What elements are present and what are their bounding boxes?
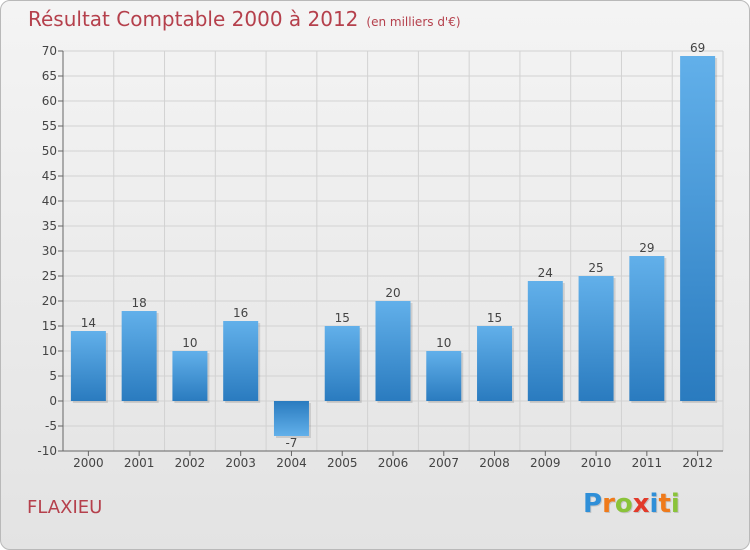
x-tick-label: 2002 [175, 456, 206, 470]
x-tick-label: 2008 [479, 456, 510, 470]
chart-title: Résultat Comptable 2000 à 2012 [28, 7, 359, 31]
proxiti-logo: Proxiti [583, 489, 680, 519]
bar [121, 311, 157, 401]
bars [70, 56, 718, 438]
logo-letter: x [632, 489, 650, 519]
value-label: -7 [285, 436, 297, 450]
bar [426, 351, 462, 401]
value-labels: 14 18 10 16 -7 15 20 10 15 24 25 29 69 [81, 41, 706, 450]
y-tick-label: 5 [49, 369, 57, 383]
value-label: 15 [335, 311, 350, 325]
x-tick-label: 2001 [124, 456, 155, 470]
value-label: 10 [436, 336, 451, 350]
y-tick-label: -5 [45, 419, 57, 433]
x-tick-label: 2003 [225, 456, 256, 470]
bar [680, 56, 716, 401]
y-tick-label: 25 [42, 269, 57, 283]
bar [629, 256, 665, 401]
y-tick-label: 0 [49, 394, 57, 408]
x-tick-label: 2006 [378, 456, 409, 470]
y-tick-label: 65 [42, 69, 57, 83]
y-tick-label: 50 [42, 144, 57, 158]
y-tick-label: -10 [37, 444, 57, 458]
value-label: 10 [182, 336, 197, 350]
x-tick-label: 2010 [581, 456, 612, 470]
value-label: 14 [81, 316, 96, 330]
axes: -10 -5 0 5 10 15 20 25 30 35 40 45 50 55 60 65 70 2000 200… [37, 44, 723, 470]
chart-subtitle: (en milliers d'€) [366, 15, 461, 29]
value-label: 18 [132, 296, 147, 310]
value-label: 16 [233, 306, 248, 320]
y-tick-label: 45 [42, 169, 57, 183]
bar [578, 276, 614, 401]
bar [375, 301, 411, 401]
x-tick-label: 2012 [682, 456, 713, 470]
bar [527, 281, 563, 401]
value-label: 25 [588, 261, 603, 275]
y-tick-label: 55 [42, 119, 57, 133]
bar [172, 351, 208, 401]
y-tick-label: 15 [42, 319, 57, 333]
x-tick-label: 2004 [276, 456, 307, 470]
y-tick-label: 70 [42, 44, 57, 58]
x-tick-label: 2009 [530, 456, 561, 470]
commune-name: FLAXIEU [27, 497, 103, 518]
y-tick-label: 35 [42, 219, 57, 233]
value-label: 15 [487, 311, 502, 325]
value-label: 24 [538, 266, 553, 280]
value-label: 29 [639, 241, 654, 255]
bar [273, 401, 309, 436]
logo-letter: t [658, 489, 671, 519]
y-tick-label: 10 [42, 344, 57, 358]
logo-letter: o [614, 489, 633, 519]
bar [477, 326, 513, 401]
x-tick-label: 2005 [327, 456, 358, 470]
x-tick-label: 2000 [73, 456, 104, 470]
logo-letter: i [670, 489, 680, 519]
logo-letter: P [583, 489, 603, 519]
bar [324, 326, 360, 401]
x-tick-label: 2007 [428, 456, 459, 470]
bar [70, 331, 106, 401]
bar [223, 321, 259, 401]
title-block: Résultat Comptable 2000 à 2012 (en millie… [28, 7, 461, 31]
y-tick-label: 40 [42, 194, 57, 208]
y-tick-label: 30 [42, 244, 57, 258]
value-label: 20 [385, 286, 400, 300]
value-label: 69 [690, 41, 705, 55]
y-tick-label: 20 [42, 294, 57, 308]
x-tick-label: 2011 [632, 456, 663, 470]
logo-letter: r [602, 489, 615, 519]
logo-letter: i [649, 489, 659, 519]
y-tick-label: 60 [42, 94, 57, 108]
